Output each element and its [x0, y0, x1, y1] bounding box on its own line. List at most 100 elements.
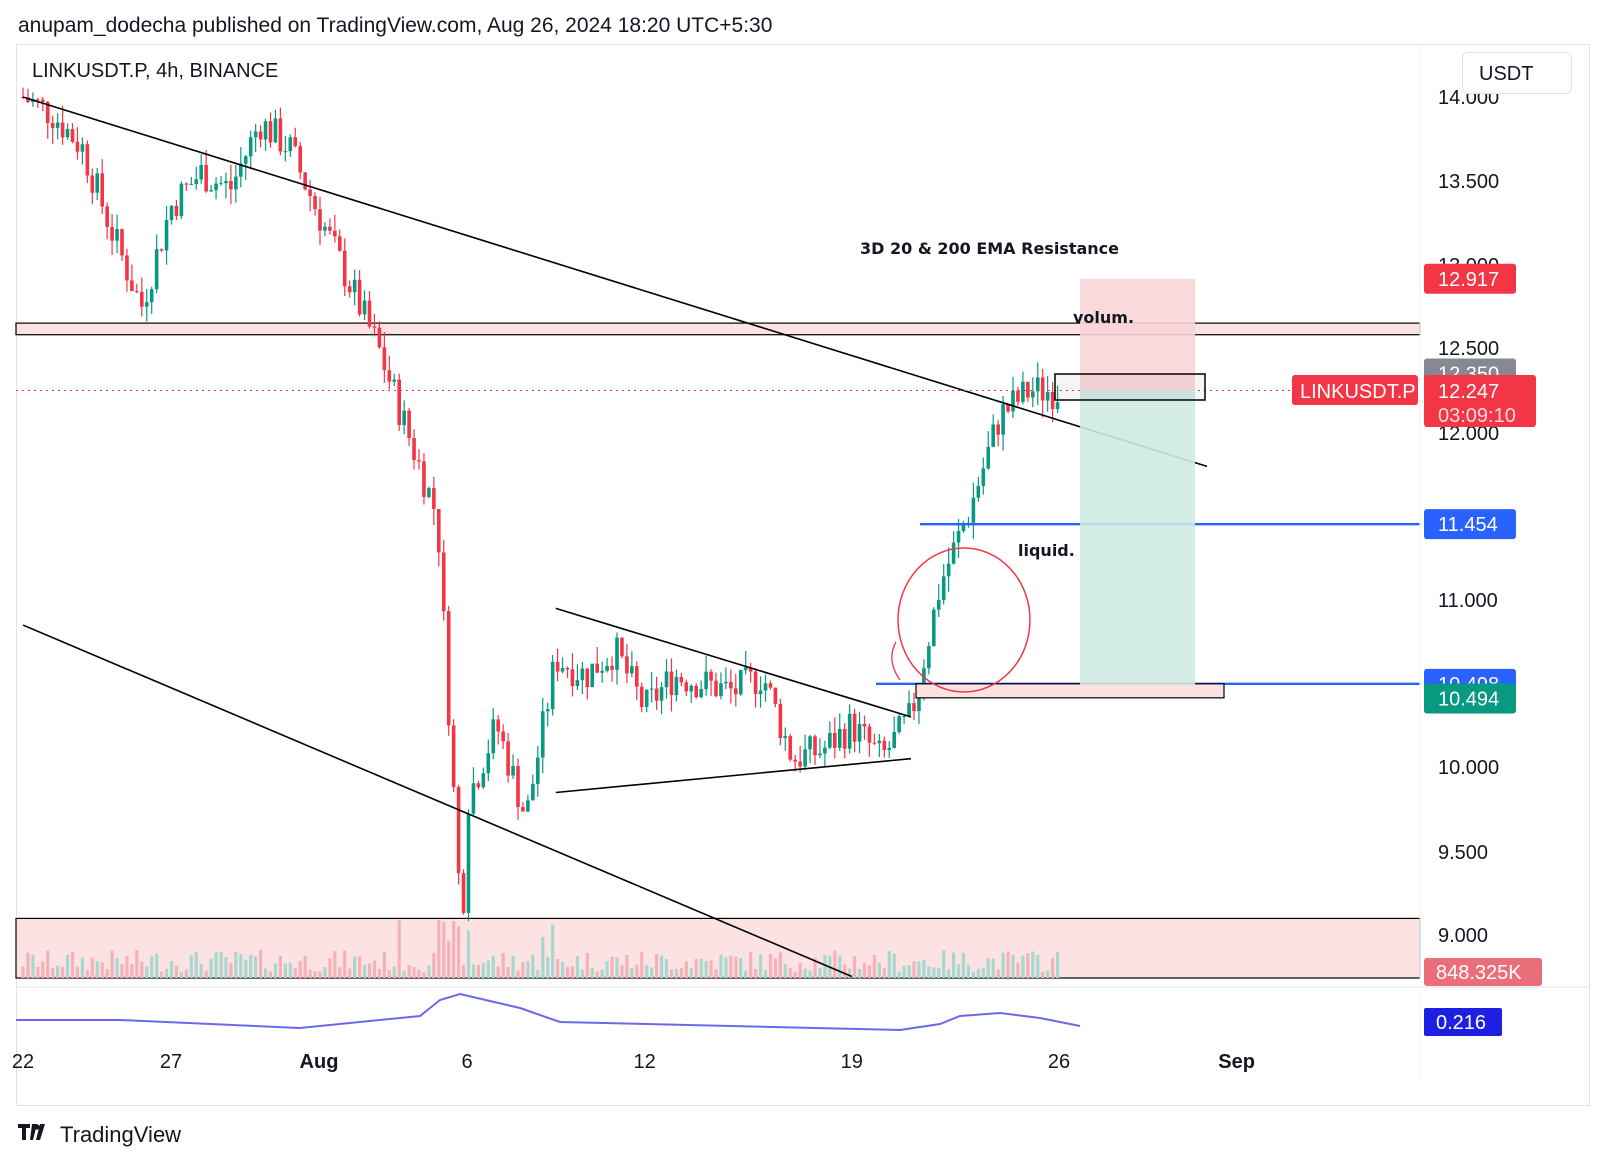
candle-body — [991, 424, 995, 447]
volume-bar — [466, 930, 471, 978]
candle-body — [788, 736, 793, 760]
candle-body — [70, 129, 75, 142]
volume-label-bg[interactable] — [1424, 958, 1542, 986]
candle-body — [531, 783, 535, 801]
volume-bar — [199, 964, 203, 978]
volume-bar — [120, 964, 124, 978]
candle-body — [669, 671, 674, 696]
x-tick-label: 19 — [841, 1051, 863, 1073]
candle-body — [283, 151, 288, 153]
candle-body — [1045, 392, 1050, 401]
candle-body — [377, 327, 382, 348]
candle-body — [432, 488, 436, 509]
candle-body — [615, 637, 619, 670]
candle-body — [664, 671, 669, 688]
volume-bar — [367, 963, 372, 978]
symbol-tag-bg[interactable] — [1292, 375, 1418, 406]
volume-bar — [46, 950, 50, 978]
trendline-descending-resistance[interactable] — [22, 96, 1208, 468]
volume-bar — [768, 954, 773, 978]
currency-button[interactable]: USDT — [1462, 52, 1572, 94]
volume-bar — [318, 971, 322, 978]
candle-body — [125, 255, 129, 281]
symbol-legend[interactable]: LINKUSDT.P, 4h, BINANCE — [32, 60, 279, 82]
volume-bar — [229, 962, 233, 978]
volume-bar — [600, 969, 604, 978]
volume-bar — [387, 970, 391, 978]
candle-body — [471, 783, 476, 814]
volume-bar — [981, 967, 985, 978]
volume-bar — [1046, 970, 1050, 978]
trendline-triangle-upper[interactable] — [555, 607, 912, 718]
volume-bar — [70, 951, 75, 978]
candle-body — [313, 196, 317, 210]
volume-bar — [556, 959, 560, 978]
candle-body — [496, 719, 500, 732]
candle-body — [278, 118, 283, 152]
symbol-tag: LINKUSDT.P — [1300, 381, 1416, 403]
volume-last-label: 848.325K — [1436, 962, 1522, 984]
candle-body — [674, 676, 679, 696]
volume-bar — [575, 956, 579, 978]
stop-zone[interactable] — [1080, 278, 1195, 391]
candle-body — [461, 873, 466, 913]
price-label-bg[interactable] — [1424, 263, 1516, 294]
candle-body — [1055, 402, 1060, 410]
candle-body — [273, 118, 278, 143]
indicator-last-label: 0.216 — [1436, 1012, 1486, 1034]
volume-bar — [932, 967, 936, 978]
y-tick-label: 10.000 — [1438, 757, 1499, 779]
candle-body — [659, 687, 664, 701]
volume-bar — [90, 957, 94, 978]
candle-body — [362, 300, 367, 315]
price-label-bg[interactable] — [1424, 683, 1516, 714]
candle-body — [719, 683, 723, 697]
footer: TradingView — [18, 1122, 181, 1148]
candle-body — [288, 137, 293, 152]
candle-body — [293, 137, 298, 147]
volume-bar — [293, 968, 297, 978]
target-zone[interactable] — [1080, 390, 1195, 685]
volume-bar — [184, 969, 188, 978]
volume-bar — [56, 965, 60, 978]
candle-body — [630, 666, 634, 674]
y-tick-label: 9.000 — [1438, 925, 1488, 947]
indicator-line — [16, 992, 1081, 1032]
price-label: 11.454 — [1438, 514, 1498, 536]
candle-body — [342, 250, 347, 287]
tradingview-brand[interactable]: TradingView — [60, 1122, 182, 1147]
candle-body — [971, 497, 976, 523]
volume-bar — [1016, 962, 1020, 978]
candle-body — [130, 280, 134, 292]
candle-body — [847, 713, 852, 749]
price-label: 12.917 — [1438, 269, 1499, 291]
volume-bar — [788, 968, 792, 978]
candle-body — [852, 713, 857, 742]
last-price-label-bg[interactable] — [1424, 375, 1536, 428]
volume-bar — [298, 960, 302, 978]
trendline-descending-channel-lower[interactable] — [22, 624, 853, 978]
price-label-bg[interactable] — [1424, 509, 1516, 540]
candle-body — [565, 667, 570, 670]
indicator-label-bg[interactable] — [1424, 1008, 1502, 1036]
candle-body — [560, 667, 565, 672]
entry-box[interactable] — [1054, 373, 1206, 401]
volume-bar — [585, 952, 589, 978]
volume-bar — [917, 961, 921, 978]
volume-bar — [234, 951, 238, 978]
candle-body — [511, 766, 515, 776]
trendline-triangle-lower[interactable] — [555, 757, 912, 794]
candle-body — [323, 226, 327, 231]
volume-bar — [174, 965, 179, 978]
candle-body — [654, 688, 659, 701]
candle-body — [946, 563, 951, 577]
demand-box[interactable] — [915, 683, 1225, 699]
candle-body — [209, 190, 213, 192]
candle-body — [734, 688, 738, 695]
candle-body — [140, 291, 144, 307]
candle-body — [481, 773, 486, 788]
volume-bar — [1036, 955, 1040, 978]
tradingview-logo-icon[interactable] — [18, 1122, 52, 1148]
candle-body — [41, 99, 45, 102]
